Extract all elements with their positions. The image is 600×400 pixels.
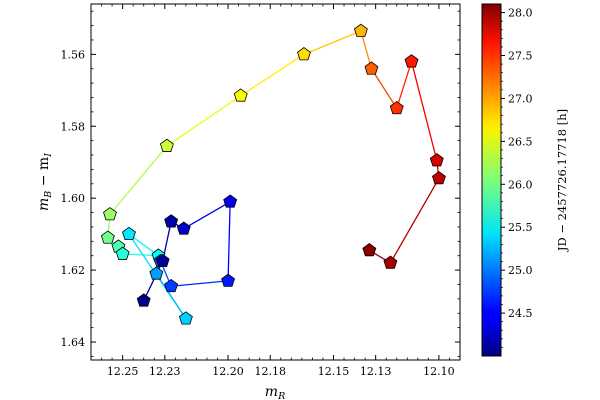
colorbar-tick-label: 27.0 [508,92,533,105]
series-markers [100,23,446,325]
x-axis-label: mR [265,384,285,400]
connector-segment [143,260,164,301]
data-point-marker [178,311,193,325]
x-axis-ticks: 12.25 12.23 12.20 12.18 12.15 12.13 12.10 [101,4,455,378]
colorbar-tick-label: 27.5 [508,50,533,63]
colorbar-tick-label: 26.0 [508,178,533,191]
colorbar-tick-label: 24.5 [508,307,533,320]
data-point-marker [431,171,446,185]
connector-segment [370,68,398,109]
connector-segment [360,30,373,69]
data-point-marker [297,47,311,61]
data-point-marker [115,246,130,260]
colorbar-tick-label: 26.5 [508,135,533,148]
data-point-marker [122,226,136,241]
y-axis-label: mB − mI [36,153,54,211]
colorbar-tick-label: 28.0 [508,7,533,20]
connector-segment [183,201,231,230]
data-point-marker [164,278,179,293]
data-point-marker [362,243,377,257]
connector-segment [303,30,362,55]
data-point-marker [223,194,238,208]
plot-area [90,3,461,361]
data-point-marker [389,100,404,115]
connector-segment [155,273,187,320]
data-point-marker [221,273,235,287]
data-point-marker [364,61,379,75]
data-point-marker [404,54,419,68]
data-point-marker [429,153,444,167]
data-point-marker [103,207,117,221]
data-point-marker [149,266,164,280]
x-tick-label: 12.18 [254,365,286,378]
colorbar [481,3,502,357]
data-point-marker [155,253,170,268]
y-tick-label: 1.60 [61,192,86,205]
x-tick-label: 12.10 [423,365,455,378]
data-point-marker [136,293,151,307]
y-tick-label: 1.56 [61,48,86,61]
x-tick-label: 12.23 [149,365,181,378]
data-point-marker [233,88,248,102]
connector-segment [396,61,413,109]
x-tick-label: 12.13 [360,365,392,378]
colorbar-ticks: 24.5 25.0 25.5 26.0 26.5 27.0 27.5 28.0 [501,7,533,348]
x-tick-label: 12.20 [212,365,244,378]
connector-segment [171,280,229,287]
y-tick-label: 1.58 [61,120,86,133]
data-point-marker [383,255,398,269]
connector-segment [227,201,231,281]
data-point-marker [159,138,174,152]
y-tick-label: 1.62 [61,264,86,277]
data-point-marker [176,221,191,235]
data-point-marker [164,214,179,228]
colorbar-label: JD − 2457726.17718 [h] [555,109,569,252]
x-tick-label: 12.25 [107,365,139,378]
connector-segment [410,61,438,161]
y-axis-ticks: 1.56 1.58 1.60 1.62 1.64 [61,10,460,357]
colorbar-tick-label: 25.0 [508,264,533,277]
connector-segment [166,95,242,147]
colorbar-tick-label: 25.5 [508,221,533,234]
connector-segment [240,53,305,97]
x-tick-label: 12.15 [318,365,350,378]
data-point-marker [100,230,115,244]
connector-segment [389,178,440,264]
connector-segment [109,145,168,215]
y-tick-label: 1.64 [61,336,86,349]
data-point-marker [353,23,368,37]
